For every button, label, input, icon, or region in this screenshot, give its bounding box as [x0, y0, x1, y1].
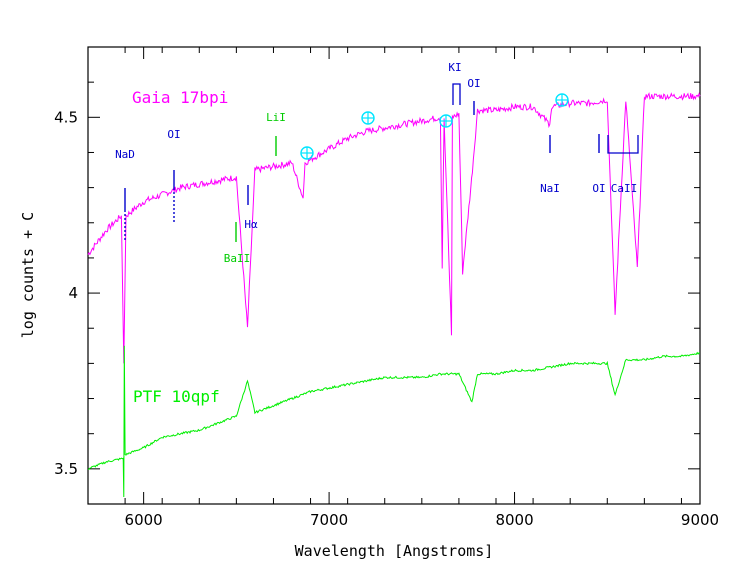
annotations-group: NaD OI Hα BaII LiI KI OI NaI OI CaII	[115, 61, 639, 265]
y-tick-label: 3.5	[54, 460, 78, 478]
series-label-ptf: PTF 10qpf	[133, 387, 220, 406]
series-line-ptf	[87, 345, 700, 498]
plot-frame	[87, 46, 701, 505]
x-tick-label: 7000	[310, 511, 348, 529]
ki-bracket	[452, 83, 461, 105]
axis-ticks: 6000 7000 8000 9000 3.5 4 4.5	[54, 46, 719, 529]
line-label-caii: CaII	[611, 182, 638, 195]
x-axis-label: Wavelength [Angstroms]	[295, 542, 494, 560]
series-line-gaia	[87, 92, 701, 364]
line-label-baii: BaII	[224, 252, 251, 265]
line-label-oi-6158: OI	[167, 128, 180, 141]
y-tick-label: 4.5	[54, 108, 78, 126]
line-label-nad: NaD	[115, 148, 135, 161]
x-tick-label: 8000	[495, 511, 533, 529]
series-label-gaia: Gaia 17bpi	[132, 88, 228, 107]
y-tick-label: 4	[68, 284, 78, 302]
line-label-oi-8446: OI	[592, 182, 605, 195]
x-tick-label: 9000	[681, 511, 719, 529]
series-group	[87, 92, 701, 498]
line-label-nai: NaI	[540, 182, 560, 195]
line-label-halpha: Hα	[244, 218, 258, 231]
line-label-oi-7773: OI	[467, 77, 480, 90]
line-label-lii: LiI	[266, 111, 286, 124]
y-axis-label: log counts + C	[19, 212, 37, 338]
x-tick-label: 6000	[125, 511, 163, 529]
caii-bracket	[607, 135, 639, 154]
line-label-ki: KI	[448, 61, 461, 74]
